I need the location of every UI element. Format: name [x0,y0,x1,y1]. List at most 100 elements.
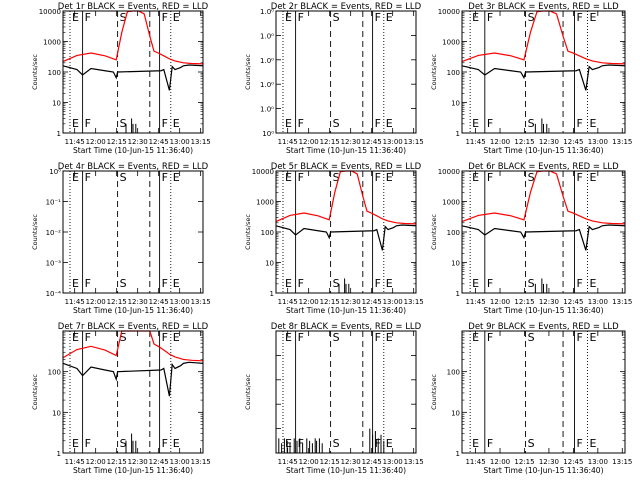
x-tick-label: 13:00 [588,138,608,146]
y-tick-label: 100 [447,69,460,77]
x-axis-label: Start Time (10-Jun-15 11:36:40) [73,306,193,315]
y-tick-label: 100 [48,369,61,377]
panel-det-8r: Det 8r BLACK = Events, RED = LLD Counts/s… [244,322,424,475]
y-axis-label: Counts/sec [31,374,39,410]
region-label-bottom: E [590,117,597,130]
panel-title: Det 6r BLACK = Events, RED = LLD [468,162,619,172]
region-label-bottom: F [298,117,304,130]
x-tick-label: 11:45 [65,458,85,466]
region-label-bottom: E [72,437,79,450]
x-tick-label: 12:30 [128,138,148,146]
x-tick-label: 12:45 [563,138,583,146]
y-tick-label: 1.0⁰ [260,8,274,16]
x-tick-label: 12:00 [299,298,319,306]
region-label-bottom: S [333,117,340,130]
x-tick-label: 13:15 [404,458,424,466]
region-label-bottom: E [590,277,597,290]
region-label-top: F [85,171,91,184]
region-label-top: E [72,171,79,184]
region-label-bottom: S [333,277,340,290]
y-tick-label: 1.0⁰ [260,81,274,89]
x-tick-label: 12:15 [320,138,340,146]
region-label-bottom: E [72,117,79,130]
events-series-line [62,64,204,91]
x-tick-label: 12:15 [514,458,534,466]
y-tick-label: 10⁰ [262,130,274,138]
lld-series-line [461,170,626,225]
y-tick-label: 10⁻⁴ [46,290,62,298]
region-label-top: E [590,331,597,344]
y-tick-label: 100 [447,369,460,377]
panel-det-9r: Det 9r BLACK = Events, RED = LLD Counts/s… [430,322,632,475]
region-label-top: F [375,171,381,184]
plot-frame [275,170,417,294]
y-tick-label: 10000 [39,8,61,16]
region-label-bottom: E [173,117,180,130]
panel-title: Det 1r BLACK = Events, RED = LLD [58,2,209,12]
x-tick-label: 13:15 [191,298,211,306]
region-label-top: E [590,11,597,24]
region-label-top: S [120,171,127,184]
y-tick-label: 10⁰ [49,168,61,176]
region-label-bottom: F [487,117,493,130]
x-tick-label: 13:15 [612,298,632,306]
region-label-top: S [333,171,340,184]
y-axis-label: Counts/sec [430,214,438,250]
region-label-top: S [528,331,535,344]
x-tick-label: 12:00 [299,458,319,466]
region-label-bottom: F [375,117,381,130]
region-label-top: E [472,11,479,24]
panel-title: Det 4r BLACK = Events, RED = LLD [58,162,209,172]
region-label-top: F [576,331,582,344]
x-tick-label: 12:15 [320,298,340,306]
panel-title: Det 7r BLACK = Events, RED = LLD [58,322,209,332]
y-tick-label: 10⁻³ [46,260,62,268]
region-label-bottom: E [386,117,393,130]
plot-frame [461,170,626,294]
region-label-top: E [285,171,292,184]
y-tick-label: 10 [265,260,274,268]
region-label-bottom: F [576,117,582,130]
x-tick-label: 12:30 [341,138,361,146]
y-tick-label: 1 [456,450,460,458]
region-label-top: E [285,11,292,24]
y-axis-label: Counts/sec [244,374,252,410]
x-axis-label: Start Time (10-Jun-15 11:36:40) [286,306,406,315]
x-tick-label: 12:15 [514,138,534,146]
region-label-bottom: E [173,437,180,450]
y-tick-label: 1000 [442,39,460,47]
x-tick-label: 11:45 [465,458,485,466]
x-tick-label: 12:30 [539,138,559,146]
panel-det-2r: Det 2r BLACK = Events, RED = LLD Counts/s… [244,2,424,155]
x-tick-label: 13:00 [170,138,190,146]
panel-title: Det 8r BLACK = Events, RED = LLD [271,322,422,332]
y-tick-label: 100 [261,229,274,237]
region-label-bottom: F [162,277,168,290]
region-label-bottom: F [576,277,582,290]
x-tick-label: 12:00 [86,298,106,306]
events-series-line [62,361,204,397]
region-label-bottom: F [298,437,304,450]
x-tick-label: 13:00 [383,458,403,466]
region-label-bottom: S [528,117,535,130]
x-tick-label: 12:45 [563,458,583,466]
x-axis-label: Start Time (10-Jun-15 11:36:40) [286,466,406,475]
x-tick-label: 13:00 [383,138,403,146]
region-label-top: F [487,11,493,24]
lld-series-line [62,10,204,65]
x-tick-label: 12:45 [362,138,382,146]
region-label-bottom: E [173,277,180,290]
y-tick-label: 100 [48,69,61,77]
x-tick-label: 12:45 [149,458,169,466]
region-label-bottom: S [120,437,127,450]
region-label-top: F [85,331,91,344]
x-tick-label: 13:00 [588,298,608,306]
region-label-top: E [72,331,79,344]
region-label-bottom: F [85,117,91,130]
x-tick-label: 12:45 [362,458,382,466]
region-label-bottom: E [590,437,597,450]
region-label-top: F [487,331,493,344]
x-tick-label: 12:15 [107,298,127,306]
x-tick-label: 13:00 [170,458,190,466]
plot-frame [275,10,417,134]
